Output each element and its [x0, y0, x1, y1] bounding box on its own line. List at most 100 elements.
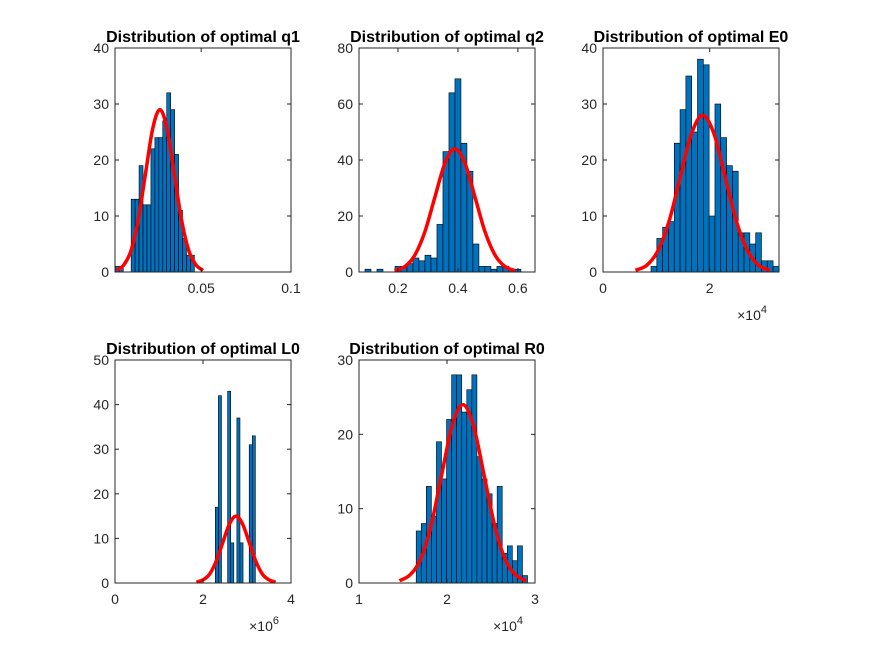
- bar: [496, 266, 504, 273]
- histogram-bars: [215, 390, 256, 584]
- bar: [668, 221, 675, 273]
- bar: [476, 456, 483, 584]
- fit-curve: [115, 107, 205, 272]
- bar: [170, 109, 175, 273]
- bar: [451, 374, 457, 584]
- bar: [436, 441, 442, 584]
- axes-background: [115, 360, 291, 583]
- bar: [158, 137, 164, 273]
- x-tick-label: 2: [199, 591, 207, 607]
- bar: [714, 103, 722, 273]
- y-tick-label: 0: [345, 264, 353, 280]
- x-scale-label: ×104: [493, 615, 523, 634]
- bar: [166, 92, 171, 273]
- bar: [703, 64, 710, 273]
- bar: [484, 266, 492, 273]
- y-tick-label: 50: [93, 352, 109, 368]
- x-scale-power: 4: [517, 615, 523, 627]
- bar: [461, 411, 468, 584]
- bar: [230, 542, 235, 584]
- fit-curve: [394, 147, 516, 273]
- chart-title: Distribution of optimal E0: [594, 29, 789, 46]
- bar: [162, 120, 168, 273]
- y-tick-label: 10: [337, 501, 353, 517]
- y-tick-label: 60: [337, 96, 353, 112]
- x-scale-base: ×10: [737, 307, 761, 323]
- x-tick-label: 2: [706, 280, 714, 296]
- y-tick-label: 30: [93, 96, 109, 112]
- y-tick-label: 10: [93, 530, 109, 546]
- bar: [448, 92, 456, 273]
- bar: [478, 266, 486, 273]
- fit-curve: [195, 514, 277, 584]
- fit-curve: [398, 402, 528, 583]
- x-scale-power: 6: [273, 615, 279, 627]
- bar: [239, 542, 244, 584]
- bar: [215, 506, 219, 584]
- y-tick-label: 30: [581, 96, 597, 112]
- bar: [142, 204, 148, 273]
- x-tick-label: 4: [287, 591, 295, 607]
- bar: [436, 224, 444, 273]
- bar: [236, 417, 241, 584]
- y-tick-label: 20: [337, 208, 353, 224]
- bar: [412, 257, 420, 273]
- bar: [150, 148, 156, 273]
- chart-title: Distribution of optimal q2: [350, 29, 544, 46]
- chart-title: Distribution of optimal q1: [106, 29, 300, 46]
- y-tick-label: 40: [337, 152, 353, 168]
- y-tick-label: 0: [101, 575, 109, 591]
- x-tick-label: 0.4: [448, 280, 468, 296]
- x-scale-label: ×104: [737, 304, 767, 323]
- fit-curve: [634, 113, 771, 272]
- y-tick-label: 0: [589, 264, 597, 280]
- bar: [685, 75, 692, 273]
- y-tick-label: 0: [345, 575, 353, 591]
- y-tick-label: 80: [337, 40, 353, 56]
- bar: [418, 260, 426, 273]
- chart-title: Distribution of optimal L0: [106, 341, 300, 358]
- bar: [679, 109, 687, 273]
- x-tick-label: 3: [531, 591, 539, 607]
- bar: [424, 254, 432, 273]
- bar: [691, 131, 698, 273]
- y-tick-label: 30: [337, 352, 353, 368]
- chart-title: Distribution of optimal R0: [349, 341, 545, 358]
- y-tick-label: 20: [93, 152, 109, 168]
- x-tick-label: 2: [443, 591, 451, 607]
- x-tick-label: 0.6: [508, 280, 528, 296]
- bar: [441, 478, 447, 584]
- bar: [472, 243, 480, 273]
- y-tick-label: 20: [93, 486, 109, 502]
- y-tick-label: 40: [93, 397, 109, 413]
- bar: [673, 142, 681, 273]
- bar: [154, 137, 160, 273]
- bar: [471, 374, 478, 584]
- y-tick-label: 20: [337, 426, 353, 442]
- y-tick-label: 10: [581, 208, 597, 224]
- x-scale-label: ×106: [249, 615, 279, 634]
- bar: [650, 266, 658, 273]
- x-tick-label: 1: [355, 591, 363, 607]
- x-scale-power: 4: [761, 304, 767, 316]
- bar: [248, 444, 253, 584]
- x-tick-label: 0.2: [388, 280, 408, 296]
- bar: [772, 266, 780, 273]
- bar: [430, 257, 438, 273]
- histogram-bars: [415, 374, 528, 584]
- y-tick-label: 40: [581, 40, 597, 56]
- bar: [708, 215, 716, 273]
- y-tick-label: 0: [101, 264, 109, 280]
- y-tick-label: 10: [93, 208, 109, 224]
- x-tick-label: 0.05: [188, 280, 215, 296]
- bar: [454, 78, 462, 273]
- x-tick-label: 0.1: [281, 280, 301, 296]
- y-tick-label: 40: [93, 40, 109, 56]
- x-tick-label: 0: [599, 280, 607, 296]
- bar: [227, 390, 232, 584]
- y-tick-label: 20: [581, 152, 597, 168]
- x-tick-label: 0: [111, 591, 119, 607]
- x-scale-base: ×10: [249, 618, 273, 634]
- y-tick-label: 30: [93, 441, 109, 457]
